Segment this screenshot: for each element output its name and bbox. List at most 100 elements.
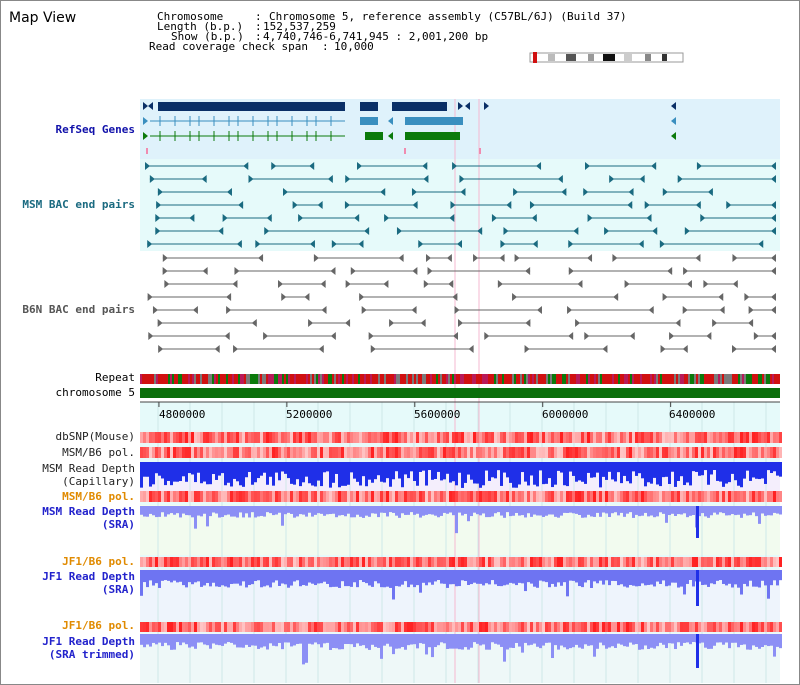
msm-b6-pol2-heat (353, 491, 356, 502)
msm-b6-pol2-heat (461, 491, 464, 502)
repeat-element (168, 374, 170, 384)
msm-capillary-depth (362, 462, 365, 477)
track-label-msm-depth-capillary[interactable]: MSM Read Depth (42, 462, 135, 475)
dbsnp-heat (749, 432, 752, 443)
msm-b6-pol-heat (233, 447, 236, 458)
jf1-b6-pol2-heat (452, 622, 455, 632)
track-label-msm-depth-sra[interactable]: MSM Read Depth (42, 505, 135, 518)
jf1-trimmed-depth (428, 634, 431, 648)
jf1-b6-pol2-heat (764, 622, 767, 632)
msm-bac-end (684, 227, 690, 235)
msm-sra-depth (197, 506, 200, 516)
repeat-element (626, 374, 628, 384)
jf1-b6-pol2-heat (140, 622, 143, 632)
jf1-trimmed-depth (197, 634, 200, 643)
jf1-trimmed-depth (317, 634, 320, 645)
repeat-element (454, 374, 456, 384)
jf1-b6-pol-heat (362, 557, 365, 567)
jf1-trimmed-depth (683, 634, 686, 643)
jf1-trimmed-depth (275, 634, 278, 647)
msm-bac-end (450, 201, 456, 209)
repeat-element (686, 374, 688, 384)
track-label-jf1-depth-trimmed[interactable]: JF1 Read Depth (42, 635, 135, 648)
repeat-element (388, 374, 390, 384)
dbsnp-heat (302, 432, 305, 443)
dbsnp-heat (638, 432, 641, 443)
track-label-jf1-b6-pol-2[interactable]: JF1/B6 pol. (62, 619, 135, 632)
msm-b6-pol-heat (173, 447, 176, 458)
b6n-bac-end (719, 306, 725, 314)
msm-capillary-depth (404, 462, 407, 475)
jf1-sra-depth (428, 570, 431, 583)
repeat-element (428, 374, 430, 384)
dbsnp-heat (761, 432, 764, 443)
jf1-b6-pol2-heat (422, 622, 425, 632)
jf1-sra-depth (728, 570, 731, 584)
dbsnp-heat (182, 432, 185, 443)
jf1-b6-pol2-heat (596, 622, 599, 632)
msm-capillary-depth (506, 462, 509, 478)
msm-b6-pol-heat (629, 447, 632, 458)
jf1-b6-pol-heat (527, 557, 530, 567)
repeat-element (204, 374, 206, 384)
jf1-sra-depth (482, 570, 485, 586)
jf1-trimmed-depth (461, 634, 464, 650)
jf1-b6-pol-heat (584, 557, 587, 567)
jf1-b6-pol-heat (671, 557, 674, 567)
jf1-b6-pol-heat (500, 557, 503, 567)
msm-capillary-depth (296, 462, 299, 480)
msm-bac-end (354, 214, 360, 222)
jf1-b6-pol2-heat (716, 622, 719, 632)
dbsnp-heat (320, 432, 323, 443)
jf1-b6-pol-heat (287, 557, 290, 567)
dbsnp-heat (608, 432, 611, 443)
jf1-b6-pol2-heat (269, 622, 272, 632)
repeat-element (516, 374, 518, 384)
jf1-sra-depth (152, 570, 155, 586)
msm-capillary-depth (167, 462, 170, 481)
msm-b6-pol2-heat (500, 491, 503, 502)
jf1-trimmed-depth (194, 634, 197, 649)
jf1-b6-pol-heat (329, 557, 332, 567)
track-label-b6n-bac[interactable]: B6N BAC end pairs (22, 303, 135, 316)
msm-b6-pol2-heat (230, 491, 233, 502)
track-label-jf1-b6-pol-1[interactable]: JF1/B6 pol. (62, 555, 135, 568)
jf1-sra-depth (422, 570, 425, 583)
msm-sra-depth (707, 506, 710, 518)
track-label-msm-b6-pol-1[interactable]: MSM/B6 pol. (62, 446, 135, 459)
repeat-element (330, 374, 332, 384)
msm-capillary-depth (359, 462, 362, 486)
jf1-trimmed-depth (710, 634, 713, 649)
msm-b6-pol2-heat (377, 491, 380, 502)
msm-b6-pol2-heat (545, 491, 548, 502)
msm-b6-pol2-heat (191, 491, 194, 502)
dbsnp-heat (641, 432, 644, 443)
track-label-refseq[interactable]: RefSeq Genes (55, 123, 135, 136)
jf1-b6-pol2-heat (203, 622, 206, 632)
msm-capillary-depth (230, 462, 233, 487)
msm-b6-pol2-heat (152, 491, 155, 502)
jf1-trimmed-depth (236, 634, 239, 648)
jf1-trimmed-depth (386, 634, 389, 644)
dbsnp-heat (767, 432, 770, 443)
jf1-sra-depth (746, 570, 749, 587)
msm-capillary-depth (578, 462, 581, 481)
track-label-dbsnp[interactable]: dbSNP(Mouse) (55, 430, 135, 443)
jf1-b6-pol2-heat (272, 622, 275, 632)
repeat-element (438, 374, 440, 384)
b6n-bac-end (683, 267, 689, 275)
jf1-sra-depth (563, 570, 566, 583)
repeat-element (452, 374, 454, 384)
msm-b6-pol2-heat (416, 491, 419, 502)
jf1-b6-pol2-heat (566, 622, 569, 632)
msm-b6-pol2-heat (443, 491, 446, 502)
repeat-element (270, 374, 272, 384)
track-label-msm-bac[interactable]: MSM BAC end pairs (22, 198, 135, 211)
msm-b6-pol-heat (383, 447, 386, 458)
dbsnp-heat (239, 432, 242, 443)
msm-capillary-depth (377, 462, 380, 476)
repeat-element (552, 374, 554, 384)
track-label-jf1-depth-sra[interactable]: JF1 Read Depth (42, 570, 135, 583)
track-label-msm-b6-pol-2[interactable]: MSM/B6 pol. (62, 490, 135, 503)
jf1-trimmed-depth (614, 634, 617, 648)
